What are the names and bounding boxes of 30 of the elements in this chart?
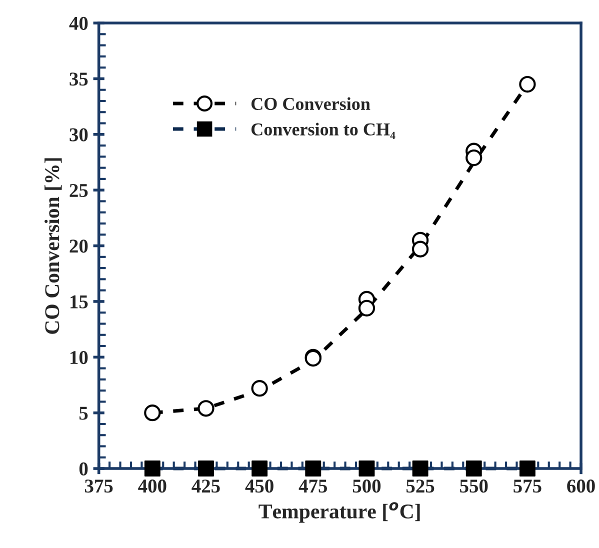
point — [358, 300, 376, 316]
y-tick-label: 15 — [70, 295, 88, 308]
y-axis-title: CO Conversion [%] — [44, 158, 62, 334]
x-tick-label: 575 — [514, 480, 542, 493]
y-tick-label: 0 — [79, 462, 88, 476]
y-tick-label: 35 — [70, 72, 88, 86]
y-tick-label: 10 — [70, 350, 88, 364]
point — [144, 404, 161, 422]
x-tick-label: 400 — [138, 480, 166, 493]
point — [519, 76, 536, 93]
x-tick-label: 525 — [406, 480, 434, 493]
point — [466, 149, 482, 166]
legend-label: Conversion to CH₄ — [251, 122, 396, 139]
y-tick-label: 5 — [79, 406, 88, 420]
x-tick-label: 500 — [352, 480, 381, 493]
x-tick-label: 475 — [298, 480, 328, 493]
y-tick-label: 40 — [69, 16, 88, 30]
x-tick-label: 375 — [84, 480, 113, 493]
legend-label: CO Conversion — [251, 97, 370, 110]
y-tick-label: 20 — [70, 240, 88, 253]
y-tick-label: 25 — [70, 184, 88, 198]
x-tick-label: 425 — [192, 480, 220, 493]
x-tick-label: 550 — [460, 480, 488, 493]
x-axis-title: Temperature [$^{o}$C] — [258, 502, 420, 523]
x-tick-label: 600 — [567, 480, 595, 493]
point — [412, 240, 429, 258]
y-tick-label: 30 — [70, 128, 88, 142]
point — [251, 380, 268, 397]
point — [198, 400, 214, 417]
x-tick-label: 450 — [245, 480, 274, 493]
